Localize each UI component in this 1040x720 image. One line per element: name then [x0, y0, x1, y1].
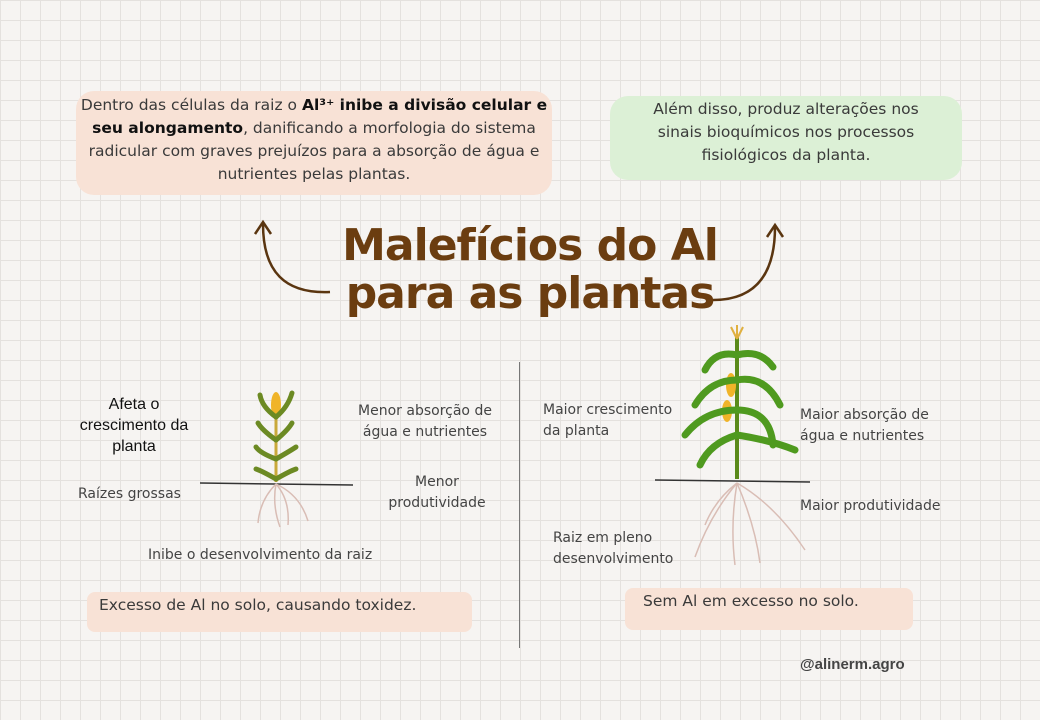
- author-handle: @alinerm.agro: [800, 656, 905, 673]
- box-text: Dentro das células da raiz o: [80, 96, 302, 114]
- caption-text: Sem Al em excesso no solo.: [643, 592, 859, 610]
- root-development-label: Inibe o desenvolvimento da raiz: [148, 547, 373, 563]
- biochemical-box: Além disso, produz alterações nos sinais…: [610, 96, 962, 180]
- healthy-corn-plant-icon: [655, 325, 811, 566]
- growth-label: Afeta o crescimento da planta: [79, 396, 189, 455]
- absorption-label: Menor absorção de água e nutrientes: [358, 403, 492, 440]
- divider: [519, 362, 520, 648]
- caption-text: Excesso de Al no solo, causando toxidez.: [99, 596, 417, 614]
- roots-label: Raízes grossas: [78, 486, 181, 502]
- box-text: , danificando a morfologia do sistema ra…: [88, 119, 540, 183]
- root-development-label: Raiz em pleno desenvolvimento: [553, 530, 674, 567]
- growth-label: Maior crescimento da planta: [543, 402, 673, 439]
- productivity-label: Menor produtividade: [388, 474, 486, 511]
- stunted-corn-plant-icon: [200, 390, 354, 528]
- root-damage-box: Dentro das células da raiz o Al³⁺ inibe …: [76, 91, 552, 195]
- page-title: Malefícios do Al para as plantas: [340, 222, 720, 318]
- no-excess-caption: Sem Al em excesso no solo.: [625, 588, 913, 630]
- absorption-label: Maior absorção de água e nutrientes: [800, 407, 929, 444]
- productivity-label: Maior produtividade: [800, 498, 941, 514]
- arrow-left-icon: [253, 219, 331, 294]
- title-line: Malefícios do Al: [342, 220, 719, 271]
- title-line: para as plantas: [345, 268, 716, 319]
- arrow-right-icon: [712, 222, 785, 302]
- toxicity-caption: Excesso de Al no solo, causando toxidez.: [87, 592, 472, 632]
- box-text: Além disso, produz alterações nos sinais…: [653, 100, 919, 164]
- box-bold-text: Al³⁺ inibe a divisão celular e seu along…: [92, 96, 548, 137]
